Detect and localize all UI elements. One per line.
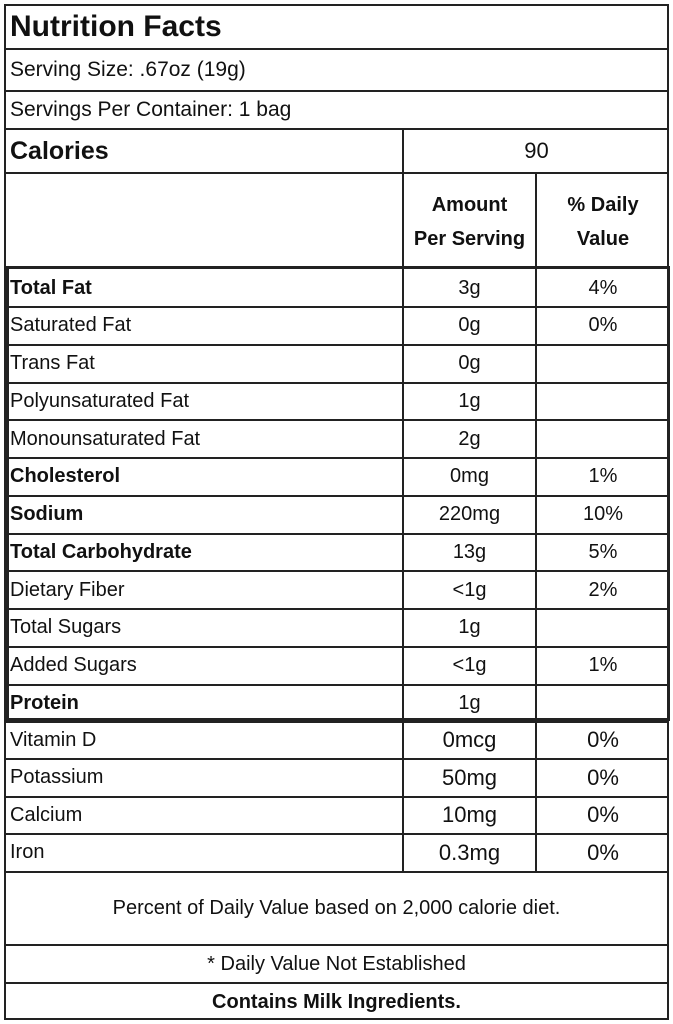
nutrient-daily-value: 0% xyxy=(588,314,618,337)
nutrient-name: Saturated Fat xyxy=(6,307,404,344)
vitamin-row: Vitamin D 0mcg 0% xyxy=(6,722,667,760)
calories-value: 90 xyxy=(524,138,549,163)
nutrient-amount: 0g xyxy=(404,345,537,382)
vitamin-row: Iron 0.3mg 0% xyxy=(6,834,667,873)
nutrient-row: Total Sugars 1g xyxy=(6,609,669,648)
vitamin-daily-value: 0% xyxy=(587,839,619,865)
nutrient-daily-value: 1% xyxy=(588,654,618,676)
vitamin-name: Vitamin D xyxy=(6,722,404,758)
nutrient-name: Sodium xyxy=(6,496,404,533)
vitamin-amount: 0.3mg xyxy=(404,834,537,871)
nutrient-row: Sodium 220mg 10% xyxy=(6,496,667,535)
not-established-note: * Daily Value Not Established xyxy=(207,952,466,975)
nutrient-daily-value xyxy=(537,421,669,457)
nutrient-amount: 13g xyxy=(404,534,537,571)
vitamin-daily-value: 0% xyxy=(587,727,619,752)
nutrient-row: Added Sugars <1g 1% xyxy=(6,647,667,686)
vitamin-amount: 0mcg xyxy=(404,722,537,758)
nutrient-daily-value: 4% xyxy=(588,276,618,299)
vitamin-row: Potassium 50mg 0% xyxy=(6,759,667,798)
nutrient-amount: <1g xyxy=(404,647,537,684)
nutrient-daily-value: 1% xyxy=(588,465,618,488)
nutrient-daily-value xyxy=(537,685,669,721)
nutrient-daily-value xyxy=(537,610,669,646)
nutrient-name: Dietary Fiber xyxy=(6,572,404,608)
nutrient-amount: 220mg xyxy=(404,496,537,533)
servings-per-container: Servings Per Container: 1 bag xyxy=(10,98,292,121)
nutrient-amount: 0mg xyxy=(404,458,537,495)
vitamin-daily-value: 0% xyxy=(587,764,619,790)
nutrient-amount: 2g xyxy=(404,421,537,457)
nutrient-name: Total Sugars xyxy=(6,609,404,646)
nutrient-amount: <1g xyxy=(404,572,537,608)
nutrient-name: Protein xyxy=(6,685,404,722)
nutrient-amount: 1g xyxy=(404,383,537,420)
vitamin-name: Potassium xyxy=(6,759,404,796)
nutrient-row: Total Carbohydrate 13g 5% xyxy=(6,534,667,573)
daily-value-footnote: Percent of Daily Value based on 2,000 ca… xyxy=(112,896,561,919)
nutrient-amount: 1g xyxy=(404,609,537,646)
nutrient-daily-value: 10% xyxy=(582,503,624,525)
nutrient-daily-value xyxy=(537,383,669,419)
column-header-row: Amount Per Serving % Daily Value xyxy=(6,174,667,270)
nutrient-row: Protein 1g xyxy=(6,685,669,724)
nutrient-row: Dietary Fiber <1g 2% xyxy=(6,572,667,610)
vitamin-name: Iron xyxy=(6,834,404,871)
vitamin-name: Calcium xyxy=(6,797,404,833)
nutrient-daily-value: 2% xyxy=(588,578,618,601)
nutrient-row: Monounsaturated Fat 2g xyxy=(6,421,667,459)
amount-header: Amount Per Serving xyxy=(404,174,537,270)
nutrient-row: Saturated Fat 0g 0% xyxy=(6,307,667,346)
vitamin-amount: 50mg xyxy=(404,759,537,796)
servings-per-container-row: Servings Per Container: 1 bag xyxy=(6,92,667,130)
nutrient-name: Cholesterol xyxy=(6,458,404,495)
allergen-statement: Contains Milk Ingredients. xyxy=(212,990,461,1013)
vitamin-amount: 10mg xyxy=(404,797,537,833)
serving-size: Serving Size: .67oz (19g) xyxy=(10,58,246,81)
nutrient-row: Trans Fat 0g xyxy=(6,345,669,384)
vitamin-row: Calcium 10mg 0% xyxy=(6,797,667,835)
title-row: Nutrition Facts xyxy=(6,6,667,50)
nutrient-name: Added Sugars xyxy=(6,647,404,684)
footnote-row: Percent of Daily Value based on 2,000 ca… xyxy=(6,872,667,946)
serving-size-row: Serving Size: .67oz (19g) xyxy=(6,50,667,92)
nutrient-amount: 3g xyxy=(404,270,537,306)
nutrient-name: Monounsaturated Fat xyxy=(6,421,404,457)
allergen-row: Contains Milk Ingredients. xyxy=(6,984,667,1020)
nutrient-name: Total Carbohydrate xyxy=(6,534,404,571)
calories-label: Calories xyxy=(6,130,404,172)
not-established-row: * Daily Value Not Established xyxy=(6,946,667,984)
header-blank xyxy=(6,174,404,270)
nutrition-facts-label: Nutrition Facts Serving Size: .67oz (19g… xyxy=(4,4,670,1020)
vitamin-daily-value: 0% xyxy=(587,802,619,827)
nutrient-row: Total Fat 3g 4% xyxy=(6,270,667,308)
nutrient-name: Polyunsaturated Fat xyxy=(6,383,404,420)
nutrient-name: Total Fat xyxy=(6,270,404,306)
nutrient-row: Polyunsaturated Fat 1g xyxy=(6,383,669,422)
nutrient-daily-value: 5% xyxy=(588,540,618,563)
nutrient-amount: 0g xyxy=(404,307,537,344)
calories-row: Calories 90 xyxy=(6,130,667,174)
nutrient-row: Cholesterol 0mg 1% xyxy=(6,458,667,497)
nutrient-amount: 1g xyxy=(404,685,537,722)
nutrient-daily-value xyxy=(537,346,669,382)
nutrient-name: Trans Fat xyxy=(6,345,404,382)
daily-value-header: % Daily Value xyxy=(567,194,639,250)
label-title: Nutrition Facts xyxy=(10,10,222,43)
